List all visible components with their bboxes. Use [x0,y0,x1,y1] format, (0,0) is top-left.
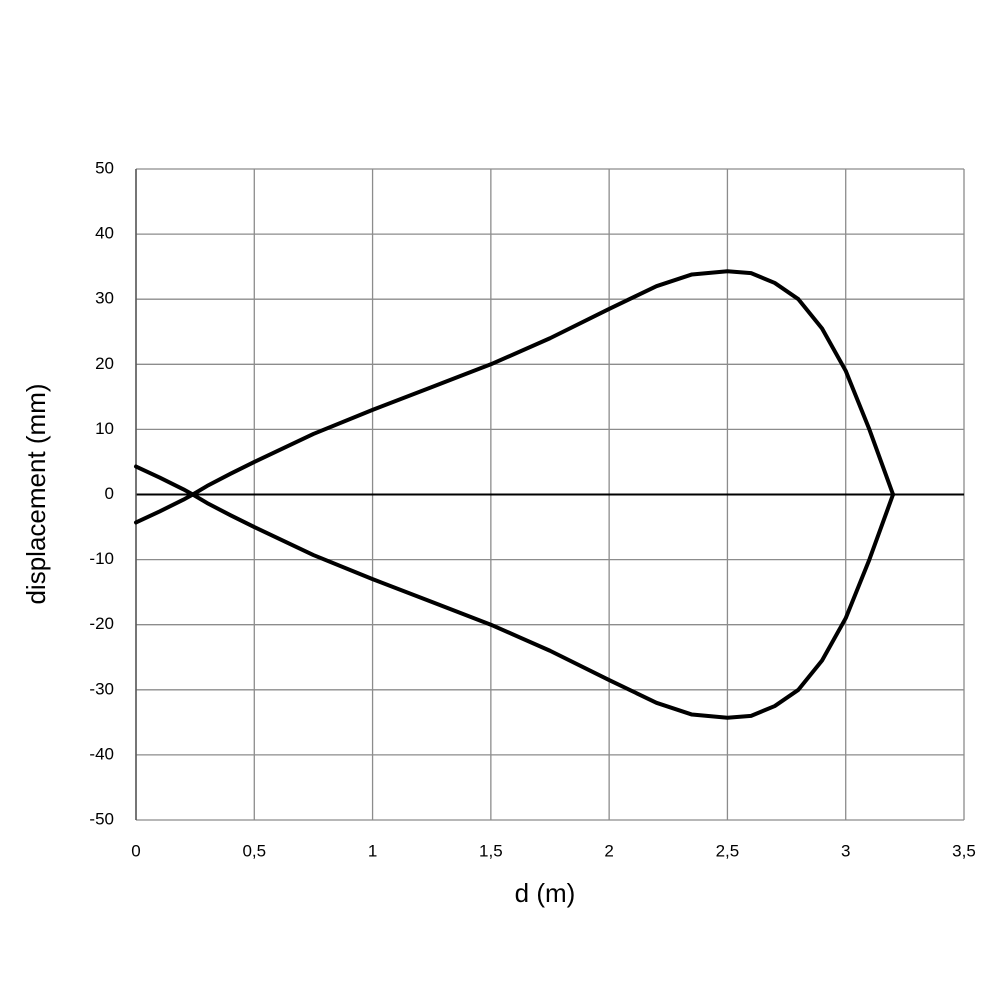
y-tick-label: 20 [95,354,114,373]
x-tick-label: 3,5 [952,841,976,860]
x-tick-label: 0,5 [242,841,266,860]
x-tick-label: 1,5 [479,841,503,860]
line-series [134,464,896,720]
y-tick-label: -40 [89,744,114,763]
y-tick-label: 30 [95,289,114,308]
x-tick-label: 2,5 [716,841,740,860]
y-tick-label: -50 [89,809,114,828]
x-tick-label: 0 [131,841,140,860]
x-tick-label: 3 [841,841,850,860]
x-tick-label: 1 [368,841,377,860]
y-tick-label: -30 [89,679,114,698]
x-axis-title: d (m) [515,878,576,908]
y-tick-label: -10 [89,549,114,568]
y-axis-title: displacement (mm) [21,383,51,604]
y-tick-label: 0 [105,484,114,503]
line-series [134,269,896,525]
y-tick-label: 10 [95,419,114,438]
x-tick-label: 2 [604,841,613,860]
y-tick-label: 50 [95,158,114,177]
y-tick-label: -20 [89,614,114,633]
y-tick-label: 40 [95,224,114,243]
